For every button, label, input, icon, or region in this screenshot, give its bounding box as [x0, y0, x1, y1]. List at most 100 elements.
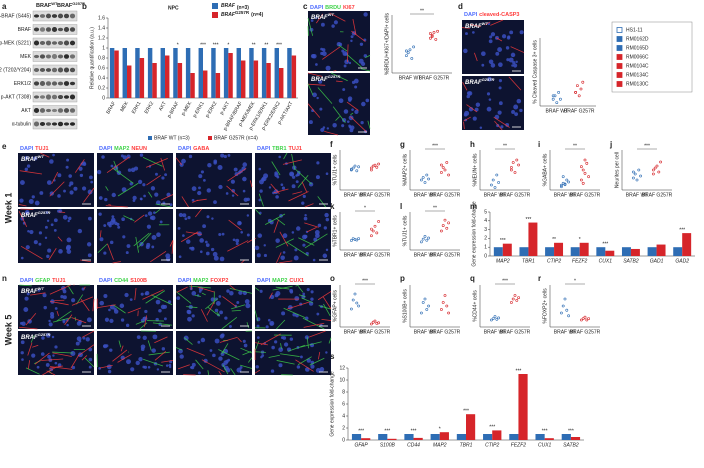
nucleus — [147, 365, 151, 369]
nucleus — [498, 62, 503, 67]
nucleus — [79, 173, 84, 178]
blot-band — [39, 108, 46, 113]
stain — [288, 191, 309, 202]
stain — [83, 187, 95, 203]
nucleus — [219, 256, 225, 262]
data-point — [639, 174, 643, 178]
blot-label: α-tubulin — [12, 121, 32, 127]
nucleus — [198, 186, 201, 190]
nucleus — [126, 244, 131, 248]
nucleus — [464, 110, 470, 116]
nucleus — [237, 220, 242, 226]
bar — [605, 250, 615, 256]
stain — [105, 205, 128, 208]
data-point — [633, 172, 637, 176]
legend-tail: (n=4) — [251, 12, 263, 18]
stain — [268, 354, 280, 358]
nucleus — [62, 289, 67, 294]
nucleus — [319, 107, 323, 111]
blot-band — [51, 94, 58, 100]
nucleus — [242, 339, 246, 343]
stain — [195, 208, 202, 218]
stain — [100, 364, 113, 369]
stain — [155, 208, 161, 214]
stain — [335, 116, 340, 121]
data-point — [563, 297, 567, 301]
stain — [219, 336, 238, 343]
nucleus — [229, 324, 232, 328]
blot-label: AKT — [21, 108, 31, 114]
stain — [352, 18, 357, 35]
nucleus — [50, 314, 55, 319]
stain — [19, 326, 38, 330]
stain — [197, 286, 215, 293]
data-point — [565, 178, 569, 182]
stain — [49, 284, 71, 295]
nucleus — [62, 295, 67, 300]
nucleus — [121, 187, 127, 193]
stain — [287, 344, 306, 352]
stain — [146, 175, 161, 186]
nucleus — [349, 125, 355, 130]
nucleus — [62, 214, 68, 220]
stain — [49, 181, 65, 197]
nucleus — [99, 300, 105, 306]
x-tick-label: ERK2 — [143, 100, 155, 115]
nucleus — [497, 110, 502, 115]
nucleus — [360, 121, 364, 125]
significance: *** — [526, 217, 532, 223]
data-point — [357, 304, 361, 308]
x-tick-label: BRAF WT — [554, 192, 577, 198]
y-tick-label: 1 — [484, 245, 487, 251]
stain — [229, 284, 236, 291]
genotype-sup: G257R — [328, 74, 341, 79]
week-label: Week 5 — [3, 315, 13, 346]
data-point — [580, 318, 583, 322]
stain — [105, 186, 109, 191]
stain — [189, 285, 211, 289]
stain-word: DAPI — [257, 278, 271, 284]
nucleus — [351, 108, 354, 111]
nucleus — [139, 153, 144, 157]
genotype-base: BRAF — [21, 335, 38, 341]
bar — [152, 63, 157, 98]
nucleus — [86, 242, 92, 247]
nucleus — [98, 367, 102, 370]
stain — [148, 351, 170, 356]
y-axis-label: %GABA+ cells — [542, 153, 548, 186]
significance: *** — [276, 42, 282, 48]
stain — [346, 101, 359, 111]
bar — [502, 243, 512, 256]
nucleus — [315, 63, 318, 66]
data-point — [425, 238, 429, 242]
stain — [106, 156, 130, 174]
data-point — [404, 49, 408, 53]
nucleus — [244, 299, 250, 304]
nucleus — [479, 126, 483, 129]
legend-swatch — [148, 136, 152, 140]
bar — [122, 48, 127, 98]
data-point — [427, 304, 431, 308]
nucleus — [44, 236, 48, 240]
significance: ** — [573, 143, 577, 149]
nucleus — [258, 198, 262, 202]
nucleus — [229, 290, 234, 296]
stain-word: GFAP — [35, 278, 50, 284]
data-point — [423, 297, 427, 301]
x-tick-label: S100B — [380, 442, 396, 448]
nucleus — [43, 305, 47, 310]
nucleus — [259, 289, 263, 293]
nucleus — [310, 290, 314, 294]
nucleus — [270, 369, 275, 373]
stain — [227, 168, 247, 182]
x-tick-label: BRAF WT — [414, 252, 437, 258]
nucleus — [246, 233, 250, 237]
nucleus — [275, 238, 280, 243]
nucleus — [98, 212, 102, 216]
stain-word: DAPI — [310, 5, 324, 11]
data-point — [351, 298, 355, 302]
x-tick-label: BRAF G257R — [419, 75, 450, 81]
stain — [50, 366, 73, 370]
stain-header: DAPI CD44 S100B — [99, 278, 147, 284]
data-point — [419, 311, 423, 315]
